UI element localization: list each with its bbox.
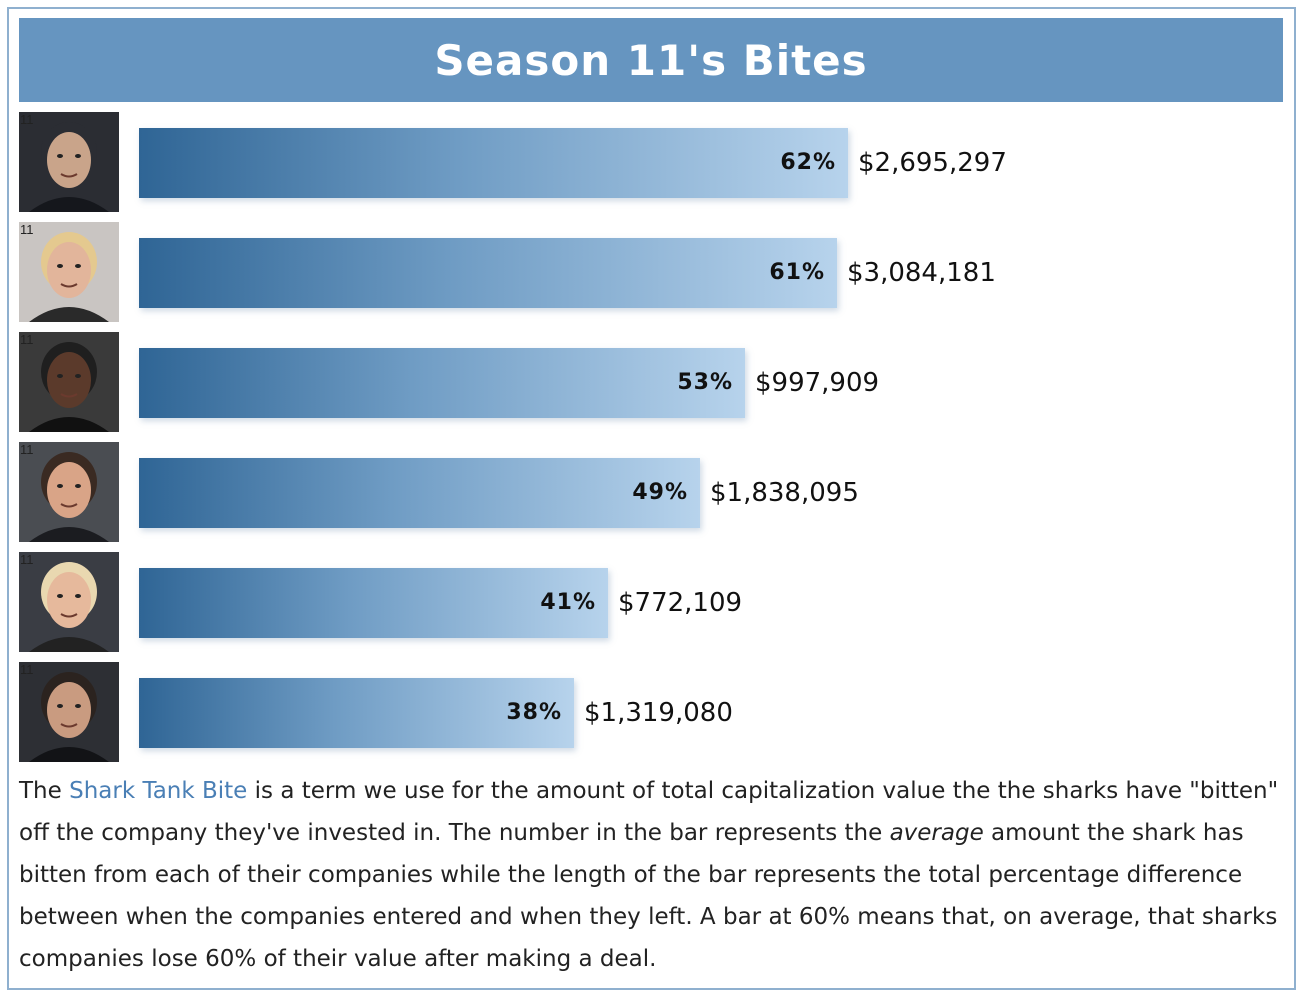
bar-amount-label: $3,084,181 xyxy=(847,258,996,288)
bar-row: 11 41% $772,109 xyxy=(19,552,1283,652)
shark-portrait-bald-man-icon: 11 xyxy=(19,112,119,212)
bar-row: 11 53% $997,909 xyxy=(19,332,1283,432)
bar-amount-label: $1,319,080 xyxy=(584,698,733,728)
bar: 41% xyxy=(139,568,608,638)
chart-header: Season 11's Bites xyxy=(19,18,1283,102)
bar-row: 11 49% $1,838,095 xyxy=(19,442,1283,542)
bar: 53% xyxy=(139,348,745,418)
chart-caption: The Shark Tank Bite is a term we use for… xyxy=(19,770,1283,980)
avatar-tag: 11 xyxy=(20,112,34,127)
bar-percent-label: 53% xyxy=(677,370,733,395)
shark-portrait-blonde-woman-icon: 11 xyxy=(19,222,119,322)
avatar-tag: 11 xyxy=(20,332,34,347)
bar-amount-label: $772,109 xyxy=(618,588,743,618)
bar-amount-label: $2,695,297 xyxy=(858,148,1007,178)
bar-percent-label: 38% xyxy=(506,700,562,725)
bar-amount-label: $1,838,095 xyxy=(710,478,859,508)
bar: 62% xyxy=(139,128,848,198)
avatar-tag: 11 xyxy=(20,442,34,457)
avatar-tag: 11 xyxy=(20,222,34,237)
bar-amount-label: $997,909 xyxy=(755,368,880,398)
shark-tank-bite-link[interactable]: Shark Tank Bite xyxy=(69,778,248,804)
avatar-tag: 11 xyxy=(20,552,34,567)
bar-row: 11 62% $2,695,297 xyxy=(19,112,1283,212)
shark-portrait-man-stubble-icon: 11 xyxy=(19,662,119,762)
bar: 38% xyxy=(139,678,574,748)
bar: 49% xyxy=(139,458,700,528)
shark-portrait-dark-haired-man-icon: 11 xyxy=(19,442,119,542)
bar-row: 11 38% $1,319,080 xyxy=(19,662,1283,762)
caption-text-2: is a term we use for the amount of total… xyxy=(19,778,1279,846)
bar-percent-label: 49% xyxy=(632,480,688,505)
caption-text-3: amount the shark has bitten from each of… xyxy=(19,820,1278,972)
bar-percent-label: 41% xyxy=(540,590,596,615)
shark-portrait-short-haired-woman-icon: 11 xyxy=(19,552,119,652)
bar-percent-label: 61% xyxy=(769,260,825,285)
bar-percent-label: 62% xyxy=(780,150,836,175)
chart-title: Season 11's Bites xyxy=(434,35,868,85)
bar: 61% xyxy=(139,238,837,308)
caption-text-1: The xyxy=(19,778,70,804)
shark-portrait-man-dark-suit-icon: 11 xyxy=(19,332,119,432)
bar-row: 11 61% $3,084,181 xyxy=(19,222,1283,322)
caption-emphasis: average xyxy=(889,820,984,846)
avatar-tag: 11 xyxy=(20,662,34,677)
